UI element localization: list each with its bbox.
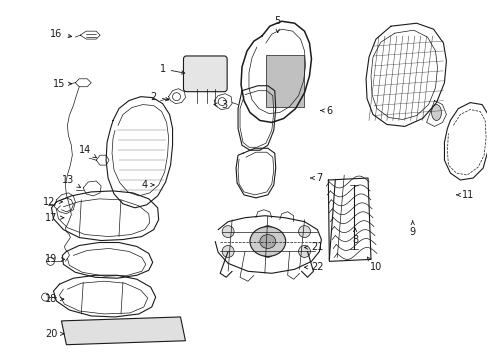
Text: 4: 4 bbox=[142, 180, 154, 190]
Text: 22: 22 bbox=[304, 262, 323, 272]
Text: 19: 19 bbox=[45, 255, 64, 264]
Text: 17: 17 bbox=[45, 213, 63, 223]
Ellipse shape bbox=[262, 246, 273, 257]
Text: 16: 16 bbox=[50, 29, 72, 39]
Ellipse shape bbox=[262, 226, 273, 238]
Text: 1: 1 bbox=[159, 64, 184, 74]
Ellipse shape bbox=[431, 105, 441, 121]
Text: 6: 6 bbox=[320, 105, 332, 116]
Text: 9: 9 bbox=[409, 221, 415, 237]
Ellipse shape bbox=[222, 246, 234, 257]
Text: 12: 12 bbox=[43, 197, 62, 207]
Text: 15: 15 bbox=[53, 79, 72, 89]
Ellipse shape bbox=[222, 226, 234, 238]
Text: 10: 10 bbox=[366, 257, 381, 272]
Ellipse shape bbox=[298, 246, 310, 257]
Ellipse shape bbox=[298, 226, 310, 238]
Text: 20: 20 bbox=[45, 329, 63, 339]
Text: 13: 13 bbox=[62, 175, 81, 188]
Text: 8: 8 bbox=[351, 228, 358, 244]
Text: 11: 11 bbox=[456, 190, 473, 200]
Polygon shape bbox=[61, 317, 185, 345]
Text: 5: 5 bbox=[274, 16, 280, 32]
FancyBboxPatch shape bbox=[183, 56, 226, 92]
Text: 21: 21 bbox=[304, 243, 323, 252]
Ellipse shape bbox=[249, 227, 285, 256]
Ellipse shape bbox=[259, 235, 275, 248]
Text: 3: 3 bbox=[214, 100, 227, 109]
Text: 2: 2 bbox=[150, 92, 168, 102]
Text: 14: 14 bbox=[79, 145, 97, 158]
Text: 7: 7 bbox=[310, 173, 322, 183]
Text: 18: 18 bbox=[45, 294, 63, 304]
FancyBboxPatch shape bbox=[265, 55, 303, 107]
